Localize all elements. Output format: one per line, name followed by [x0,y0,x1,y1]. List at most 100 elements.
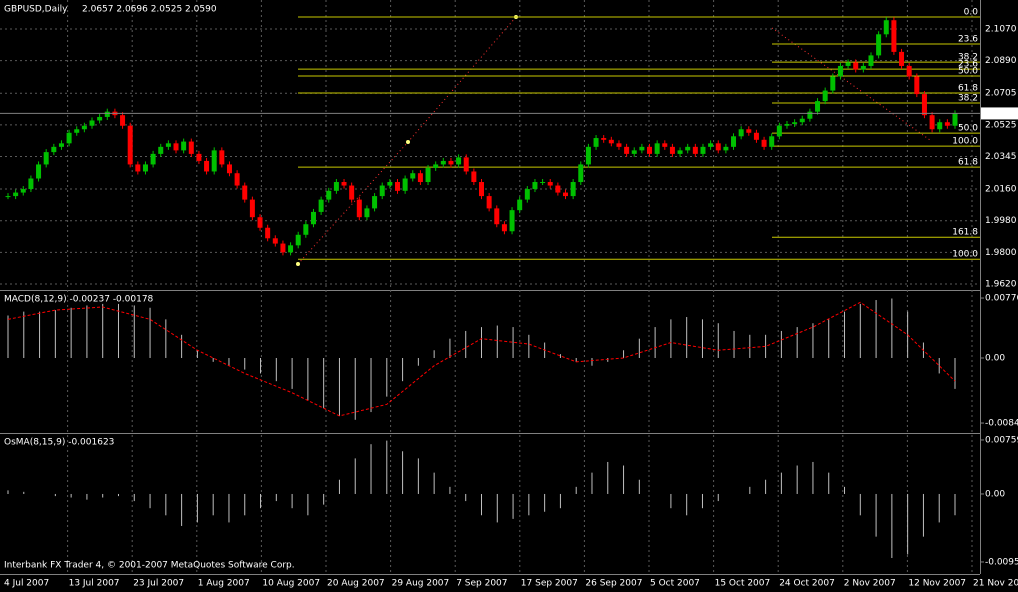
candle [822,90,828,102]
y-tick-label: 2.0525 [985,120,1017,130]
candle [731,136,737,147]
candle [142,164,148,172]
x-tick-label: 15 Oct 2007 [715,579,771,589]
y-tick-label: 2.0160 [985,185,1017,195]
candle [394,182,400,191]
candle [654,143,660,154]
candle [753,132,759,140]
candle [746,129,752,133]
candle [708,143,714,147]
x-tick-label: 13 Jul 2007 [69,579,120,589]
candle [120,115,126,126]
candle [509,210,515,232]
candle [280,243,286,253]
candle [807,111,813,119]
candle [440,160,446,165]
candle [601,138,607,140]
footer: Interbank FX Trader 4, © 2001-2007 MetaQ… [4,561,295,571]
y-tick-label: 2.1070 [985,25,1017,35]
candle [249,199,255,218]
candle [5,196,11,198]
candle [784,123,790,126]
candle [333,182,339,191]
candle [853,62,859,70]
candle [81,125,87,130]
x-tick-label: 7 Sep 2007 [456,579,507,589]
candle [669,146,675,154]
candle [616,143,622,147]
candle [578,164,584,183]
candle [104,111,110,117]
candle [501,224,507,232]
chart-title: GBPUSD,Daily [4,5,68,15]
candle [219,150,225,165]
candle [242,185,248,200]
candle [494,208,500,225]
candle [929,115,935,130]
macd-title: MACD(8,12,9) -0.00237 -0.00178 [4,295,154,305]
candle [310,211,316,225]
candle [647,146,653,154]
candle [585,146,591,165]
anchor-point [296,262,300,266]
candle [631,150,637,154]
y-tick-label: 0.00 [985,353,1005,363]
candle [341,182,347,186]
candle [97,116,103,121]
y-tick-label: -0.00956 [985,557,1018,567]
candle [36,164,42,179]
candle [58,143,64,147]
x-tick-label: 2 Nov 2007 [844,579,896,589]
fibo-anchor [771,27,931,141]
y-tick-label: 0.00759 [985,435,1018,445]
candle [448,160,454,165]
x-tick-label: 21 Nov 2007 [973,579,1018,589]
candle [349,185,355,200]
candle [524,189,530,200]
candle [921,94,927,116]
fibo-label: 23.6 [958,34,978,44]
candle [74,129,80,133]
candle [158,146,164,154]
candle [723,146,729,151]
candle [188,141,194,154]
candle [914,76,920,95]
fibo-label: 100.0 [952,137,978,147]
x-tick-label: 12 Nov 2007 [908,579,966,589]
fibo-label: 50.0 [958,66,978,76]
candle [486,196,492,209]
candle [265,227,271,239]
candle [127,125,133,165]
candle [479,182,484,197]
fibo-label: 38.2 [958,94,978,104]
x-tick-label: 23 Jul 2007 [133,579,184,589]
candle [906,65,912,77]
fibo-label: 38.2 [958,53,978,63]
candle [517,199,523,211]
candle [165,143,171,147]
x-tick-label: 10 Aug 2007 [262,579,320,589]
x-tick-label: 5 Oct 2007 [650,579,700,589]
candle [295,234,301,246]
candle [769,136,775,147]
candle [463,157,469,172]
candle [715,143,721,151]
candle [173,143,179,151]
last-price-box [981,107,1018,120]
candle [326,190,332,200]
candle [547,182,553,186]
x-tick-label: 26 Sep 2007 [585,579,642,589]
candle [876,34,882,56]
y-tick-label: -0.00842 [985,419,1018,429]
candle [456,157,462,165]
candle [944,122,950,126]
y-tick-label: 0.00776 [985,294,1018,304]
candle [410,173,416,179]
candle [532,182,538,190]
candle [891,20,897,52]
candle [555,185,561,193]
candle [677,150,683,154]
candle [417,173,423,183]
fibo-label: 61.8 [958,84,978,94]
candle [433,164,439,168]
